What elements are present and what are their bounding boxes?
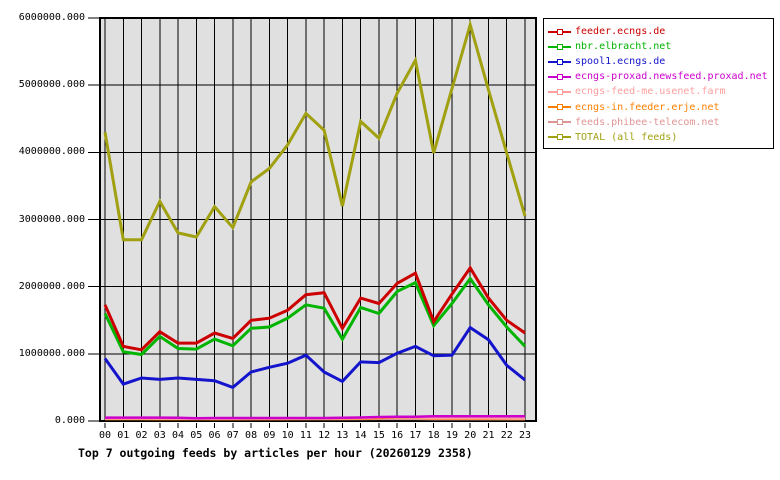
legend-item: TOTAL (all feeds) <box>548 130 773 145</box>
legend-square-marker-icon <box>557 119 563 126</box>
legend-label: feeder.ecngs.de <box>575 26 666 38</box>
legend-item: feeder.ecngs.de <box>548 24 773 39</box>
y-axis-tick-label: 6000000.000 <box>18 12 85 23</box>
series-line-ecngs-proxad-newsfeed-proxad-net <box>105 414 526 420</box>
legend-label: TOTAL (all feeds) <box>575 131 678 143</box>
x-axis-tick-label: 10 <box>281 430 294 441</box>
x-axis-tick-label: 16 <box>391 430 404 441</box>
legend-item: feeds.phibee-telecom.net <box>548 115 773 130</box>
x-axis-tick-label: 03 <box>153 430 166 441</box>
x-axis-tick-label: 15 <box>372 430 385 441</box>
x-axis-tick-label: 01 <box>117 430 130 441</box>
legend-label: spool1.ecngs.de <box>575 56 666 68</box>
legend-square-marker-icon <box>557 28 563 35</box>
legend-label: feeds.phibee-telecom.net <box>575 116 720 128</box>
x-axis-tick-label: 07 <box>226 430 239 441</box>
legend-item: ecngs-in.feeder.erje.net <box>548 99 773 114</box>
legend-square-marker-icon <box>557 134 563 141</box>
legend-label: ecngs-in.feeder.erje.net <box>575 101 720 113</box>
y-axis-tick-label: 0.000 <box>54 415 85 426</box>
x-axis-tick-label: 12 <box>318 430 331 441</box>
legend-line-sample-icon <box>548 88 571 95</box>
legend-square-marker-icon <box>557 58 563 65</box>
plot-border <box>99 17 537 422</box>
x-axis-tick-label: 19 <box>445 430 458 441</box>
legend-line-sample-icon <box>548 43 571 50</box>
y-axis-tick-label: 1000000.000 <box>18 347 85 359</box>
x-axis-tick-label: 13 <box>336 430 349 441</box>
legend: feeder.ecngs.de nbr.elbracht.net spool1.ec… <box>543 18 774 149</box>
x-axis-tick-label: 08 <box>245 430 258 441</box>
legend-square-marker-icon <box>557 73 563 80</box>
series-line-total-all-feeds- <box>103 19 527 242</box>
legend-square-marker-icon <box>557 104 563 111</box>
legend-line-sample-icon <box>548 73 571 80</box>
legend-line-sample-icon <box>548 119 571 126</box>
series-line-spool1-ecngs-de <box>103 325 526 390</box>
y-axis-tick-label: 4000000.000 <box>18 146 85 158</box>
y-axis-tick-label: 2000000.000 <box>18 280 85 292</box>
chart-title: Top 7 outgoing feeds by articles per hou… <box>78 446 473 460</box>
x-axis-tick-label: 04 <box>172 430 185 441</box>
legend-item: nbr.elbracht.net <box>548 39 773 54</box>
y-axis-tick-label: 3000000.000 <box>18 213 85 225</box>
legend-line-sample-icon <box>548 58 571 65</box>
series-line-nbr-elbracht-net <box>103 276 527 357</box>
legend-item: spool1.ecngs.de <box>548 54 773 69</box>
legend-line-sample-icon <box>548 104 571 111</box>
x-axis-tick-label: 02 <box>135 430 148 441</box>
x-axis-tick-label: 06 <box>208 430 221 441</box>
x-axis-tick-label: 17 <box>409 430 422 441</box>
x-axis-tick-label: 21 <box>482 430 495 441</box>
legend-square-marker-icon <box>557 88 563 95</box>
x-axis-tick-label: 05 <box>190 430 203 441</box>
x-axis-tick-label: 18 <box>427 430 440 441</box>
x-axis-tick-label: 22 <box>500 430 513 441</box>
x-axis-tick-label: 00 <box>98 430 112 441</box>
x-axis-tick-label: 09 <box>263 430 276 441</box>
legend-line-sample-icon <box>548 28 571 35</box>
legend-label: ecngs-feed-me.usenet.farm <box>575 86 726 98</box>
y-axis-tick-label: 5000000.000 <box>18 79 85 91</box>
legend-line-sample-icon <box>548 134 571 141</box>
legend-label: ecngs-proxad.newsfeed.proxad.net <box>575 71 768 83</box>
x-axis-tick-label: 14 <box>354 430 367 441</box>
legend-item: ecngs-feed-me.usenet.farm <box>548 84 773 99</box>
x-axis-tick-label: 23 <box>518 430 532 441</box>
legend-square-marker-icon <box>557 43 563 50</box>
x-axis-tick-label: 11 <box>299 430 312 441</box>
x-axis-tick-label: 20 <box>464 430 477 441</box>
legend-label: nbr.elbracht.net <box>575 41 672 53</box>
series-line-feeder-ecngs-de <box>103 265 526 352</box>
legend-item: ecngs-proxad.newsfeed.proxad.net <box>548 69 773 84</box>
